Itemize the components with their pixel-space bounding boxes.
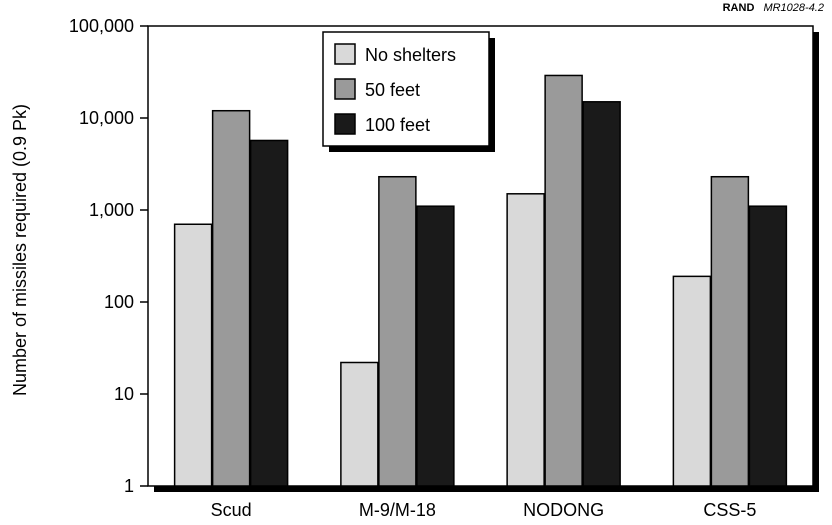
- legend-swatch: [334, 78, 356, 100]
- legend-swatch: [334, 113, 356, 135]
- y-tick-label: 10,000: [79, 108, 134, 128]
- x-axis: Scud M-9/M-18 NODONG CSS-5: [211, 500, 757, 520]
- bar-50-feet: [544, 74, 583, 487]
- bar-no-shelters: [340, 361, 379, 487]
- y-tick-label: 1: [124, 476, 134, 496]
- x-tick-label: CSS-5: [703, 500, 756, 520]
- legend: No shelters 50 feet 100 feet: [322, 31, 495, 152]
- y-tick-label: 100: [104, 292, 134, 312]
- x-tick-label: NODONG: [523, 500, 604, 520]
- bar-50-feet: [378, 175, 417, 487]
- bar-100-feet: [416, 205, 455, 487]
- legend-label: No shelters: [365, 45, 456, 65]
- x-tick-label: M-9/M-18: [359, 500, 436, 520]
- bar-no-shelters: [506, 193, 545, 487]
- y-tick-label: 100,000: [69, 16, 134, 36]
- bar-100-feet: [748, 205, 788, 487]
- bar-50-feet: [211, 109, 251, 487]
- bar-50-feet: [710, 175, 750, 487]
- legend-label: 50 feet: [365, 80, 420, 100]
- chart-credit: RAND MR1028-4.2: [723, 2, 824, 14]
- y-axis: 1 10 100 1,000 10,000 100,000: [69, 16, 148, 496]
- credit-org: RAND: [722, 2, 755, 14]
- y-tick-label: 1,000: [89, 200, 134, 220]
- x-tick-label: Scud: [211, 500, 252, 520]
- credit-code: MR1028-4.2: [763, 2, 824, 14]
- legend-swatch: [334, 43, 356, 65]
- bar-no-shelters: [173, 223, 213, 487]
- bar-no-shelters: [672, 275, 712, 487]
- bar-series: [173, 74, 788, 487]
- bar-100-feet: [582, 101, 621, 487]
- y-axis-label: Number of missiles required (0.9 Pk): [10, 104, 30, 396]
- y-tick-label: 10: [114, 384, 134, 404]
- bar-100-feet: [249, 139, 289, 487]
- legend-label: 100 feet: [365, 115, 430, 135]
